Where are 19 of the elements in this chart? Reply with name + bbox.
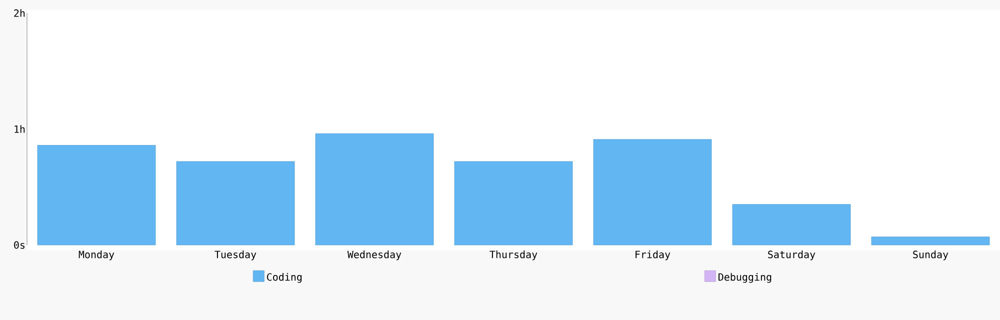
legend-label: Coding xyxy=(267,273,302,283)
x-tick-label: Monday xyxy=(78,250,114,260)
bar xyxy=(593,139,712,246)
x-tick-label: Wednesday xyxy=(347,250,402,260)
legend-label: Debugging xyxy=(718,273,772,283)
bar xyxy=(871,236,990,246)
bar xyxy=(176,161,295,246)
bar xyxy=(315,133,434,246)
bar xyxy=(37,145,156,246)
y-tick-label: 0s xyxy=(14,241,24,249)
x-tick-label: Sunday xyxy=(913,250,948,260)
x-tick-label: Tuesday xyxy=(214,250,256,260)
x-tick-label: Friday xyxy=(636,250,670,260)
y-tick-label: 1h xyxy=(14,125,25,133)
bar xyxy=(454,161,573,246)
y-tick-label: 2h xyxy=(14,9,25,17)
bar xyxy=(732,204,851,246)
x-tick-label: Thursday xyxy=(490,250,538,260)
x-tick-label: Saturday xyxy=(768,250,816,260)
